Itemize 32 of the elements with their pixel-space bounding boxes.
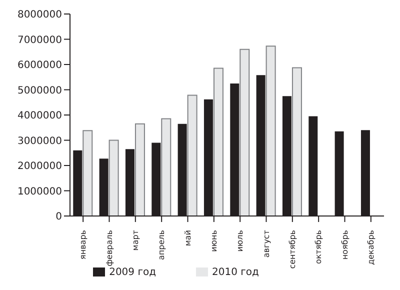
y-tick-label: 1000000: [17, 186, 62, 198]
y-tick-label: 3000000: [17, 136, 62, 147]
x-tick-label: октябрь: [314, 230, 324, 264]
x-tick-label: май: [183, 230, 192, 246]
x-tick-label: сентябрь: [288, 230, 297, 269]
bar: [82, 130, 93, 216]
x-tick-label: февраль: [104, 230, 114, 266]
bar: [266, 46, 276, 216]
x-tick-label: март: [130, 230, 140, 251]
legend-label: 2009 год: [109, 267, 156, 278]
bar: [292, 67, 302, 216]
bar: [134, 123, 145, 216]
bar: [161, 118, 172, 216]
x-tick-label: апрель: [157, 230, 166, 260]
bar: [240, 48, 250, 216]
y-tick-label: 7000000: [17, 34, 62, 46]
legend-label: 2010 год: [212, 267, 259, 278]
x-tick-label: июнь: [209, 230, 218, 252]
bar: [213, 68, 224, 216]
x-tick-label: август: [262, 230, 271, 258]
x-tick-label: ноябрь: [340, 230, 350, 260]
x-tick-label: декабрь: [366, 230, 376, 265]
y-tick-label: 0: [56, 212, 62, 223]
y-tick-label: 5000000: [17, 85, 62, 96]
bar: [187, 94, 198, 216]
y-tick-label: 4000000: [17, 110, 62, 122]
y-tick-label: 2000000: [17, 161, 62, 172]
y-tick-label: 8000000: [17, 10, 62, 21]
bar: [108, 140, 119, 216]
x-tick-label: июль: [236, 230, 245, 252]
y-tick-label: 6000000: [17, 60, 62, 72]
x-tick-label: январь: [78, 230, 88, 260]
